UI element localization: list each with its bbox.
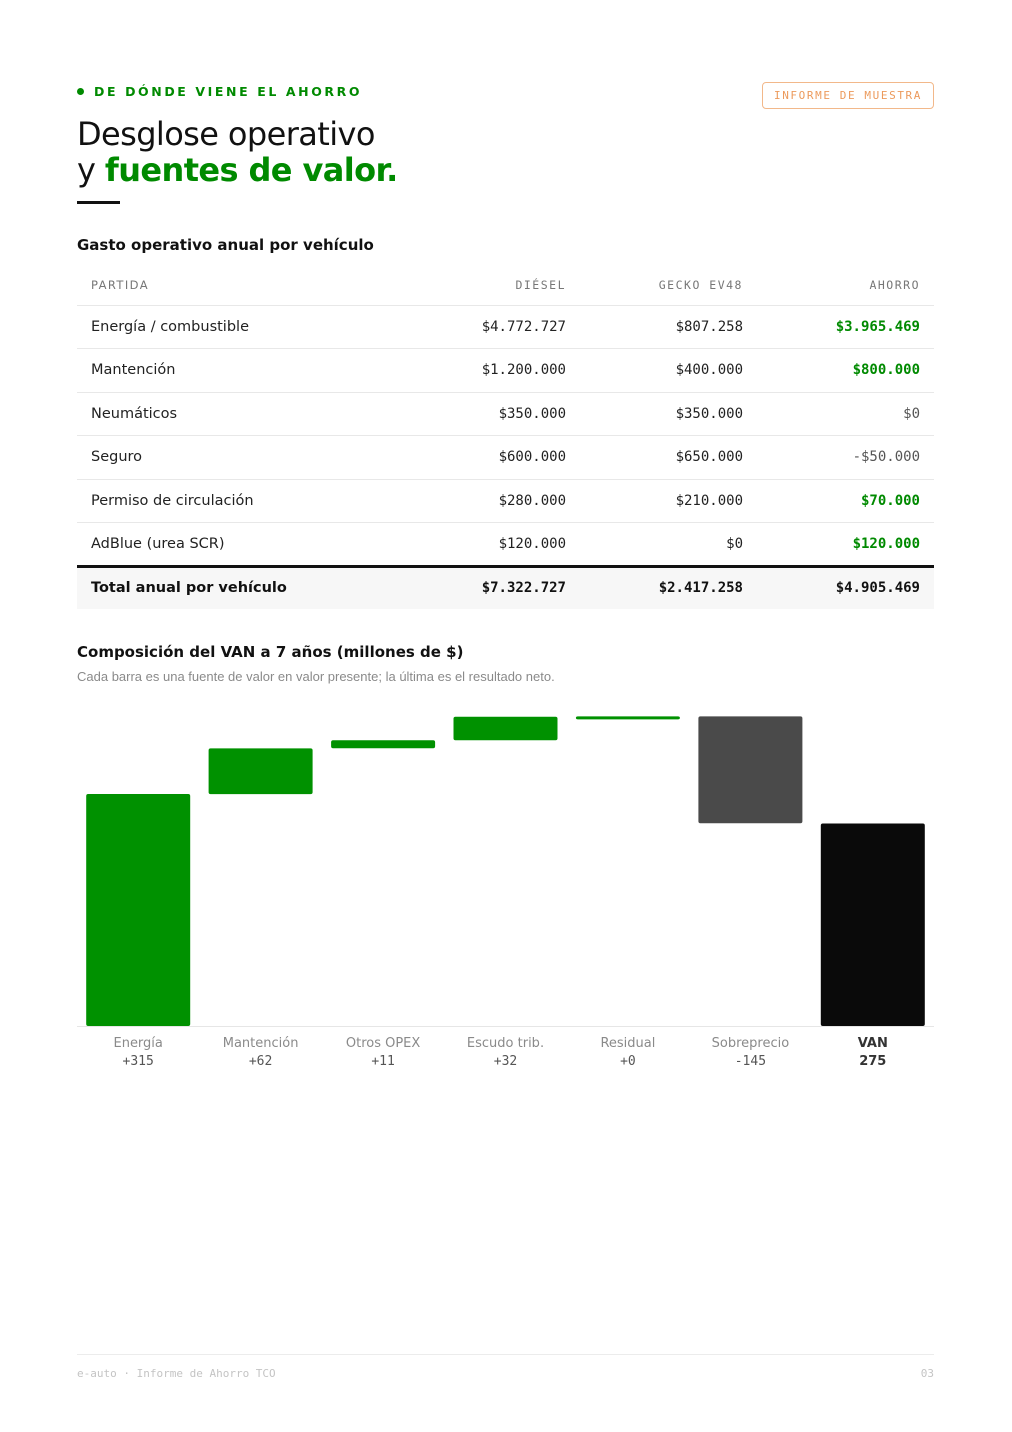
row-diesel: $350.000 [402, 391, 566, 436]
value-label: +315 [123, 1054, 154, 1069]
sample-report-badge: INFORME DE MUESTRA [762, 82, 934, 109]
value-label: 275 [859, 1054, 886, 1069]
opex-table: PARTIDA DIÉSEL GECKO EV48 AHORRO Energía… [77, 263, 934, 609]
row-item: Permiso de circulación [77, 478, 402, 523]
table-header-row: PARTIDA DIÉSEL GECKO EV48 AHORRO [77, 263, 934, 305]
table-row: Neumáticos $350.000 $350.000 $0 [77, 391, 934, 436]
total-saving: $4.905.469 [743, 564, 934, 609]
eyebrow-dot-icon [77, 88, 84, 95]
row-saving: $800.000 [743, 348, 934, 392]
row-diesel: $120.000 [402, 522, 566, 566]
footer-divider [77, 1354, 934, 1355]
row-item: Energía / combustible [77, 304, 402, 349]
row-gecko: $807.258 [566, 304, 743, 349]
table-total-row: Total anual por vehículo $7.322.727 $2.4… [77, 564, 934, 609]
row-diesel: $600.000 [402, 435, 566, 479]
category-label: Escudo trib. [467, 1036, 544, 1051]
row-saving: $0 [743, 391, 934, 436]
row-item: Mantención [77, 348, 402, 392]
waterfall-bar [698, 716, 803, 824]
category-label: Otros OPEX [346, 1036, 421, 1051]
row-gecko: $0 [566, 522, 743, 566]
value-label: +32 [494, 1054, 517, 1069]
row-gecko: $650.000 [566, 435, 743, 479]
row-saving: $70.000 [743, 478, 934, 523]
page-title-line1: Desglose operativo [77, 115, 375, 153]
page-title-prefix: y [77, 151, 105, 189]
page-title: Desglose operativo y fuentes de valor. [77, 116, 398, 188]
npv-chart-subtitle: Cada barra es una fuente de valor en val… [77, 669, 555, 684]
row-saving: $120.000 [743, 522, 934, 566]
title-underline [77, 201, 120, 204]
npv-waterfall-chart: Energía +315 Mantención +62 Otros OPEX +11 Esc… [77, 716, 934, 1069]
category-label: Residual [600, 1036, 655, 1051]
col-header-saving: AHORRO [869, 277, 920, 292]
value-label: +62 [249, 1054, 272, 1069]
row-item: Neumáticos [77, 391, 402, 436]
waterfall-bar [575, 716, 680, 720]
total-item: Total anual por vehículo [77, 564, 402, 609]
table-row: Permiso de circulación $280.000 $210.000… [77, 478, 934, 523]
row-diesel: $4.772.727 [402, 304, 566, 349]
row-saving: $3.965.469 [743, 304, 934, 349]
value-label: +11 [371, 1054, 394, 1069]
footer-brand: e-auto · Informe de Ahorro TCO [77, 1367, 276, 1380]
table-row: AdBlue (urea SCR) $120.000 $0 $120.000 [77, 522, 934, 566]
col-header-item: PARTIDA [91, 277, 149, 292]
col-header-gecko: GECKO EV48 [658, 277, 743, 292]
opex-table-title: Gasto operativo anual por vehículo [77, 236, 374, 254]
waterfall-bar [208, 748, 313, 795]
category-label: Sobreprecio [712, 1036, 790, 1051]
page-title-accent: fuentes de valor. [104, 151, 398, 189]
row-gecko: $210.000 [566, 478, 743, 523]
table-row: Mantención $1.200.000 $400.000 $800.000 [77, 348, 934, 392]
category-label: Energía [113, 1036, 162, 1051]
total-gecko: $2.417.258 [566, 564, 743, 609]
row-item: Seguro [77, 435, 402, 479]
npv-chart-title: Composición del VAN a 7 años (millones d… [77, 643, 464, 661]
row-diesel: $280.000 [402, 478, 566, 523]
waterfall-bar [453, 716, 558, 741]
table-row: Energía / combustible $4.772.727 $807.25… [77, 304, 934, 349]
category-label: Mantención [223, 1036, 299, 1051]
page-number: 03 [920, 1367, 934, 1380]
value-label: +0 [620, 1054, 636, 1069]
waterfall-bar [820, 823, 925, 1026]
value-label: -145 [735, 1054, 766, 1069]
row-gecko: $400.000 [566, 348, 743, 392]
row-gecko: $350.000 [566, 391, 743, 436]
table-row: Seguro $600.000 $650.000 -$50.000 [77, 435, 934, 479]
row-diesel: $1.200.000 [402, 348, 566, 392]
row-saving: -$50.000 [743, 435, 934, 479]
waterfall-bar [331, 740, 436, 749]
section-eyebrow: DE DÓNDE VIENE EL AHORRO [77, 84, 362, 99]
category-label: VAN [858, 1036, 888, 1051]
total-diesel: $7.322.727 [402, 564, 566, 609]
col-header-diesel: DIÉSEL [515, 277, 566, 292]
eyebrow-label: DE DÓNDE VIENE EL AHORRO [94, 84, 363, 99]
waterfall-bar [86, 794, 191, 1026]
row-item: AdBlue (urea SCR) [77, 522, 402, 566]
